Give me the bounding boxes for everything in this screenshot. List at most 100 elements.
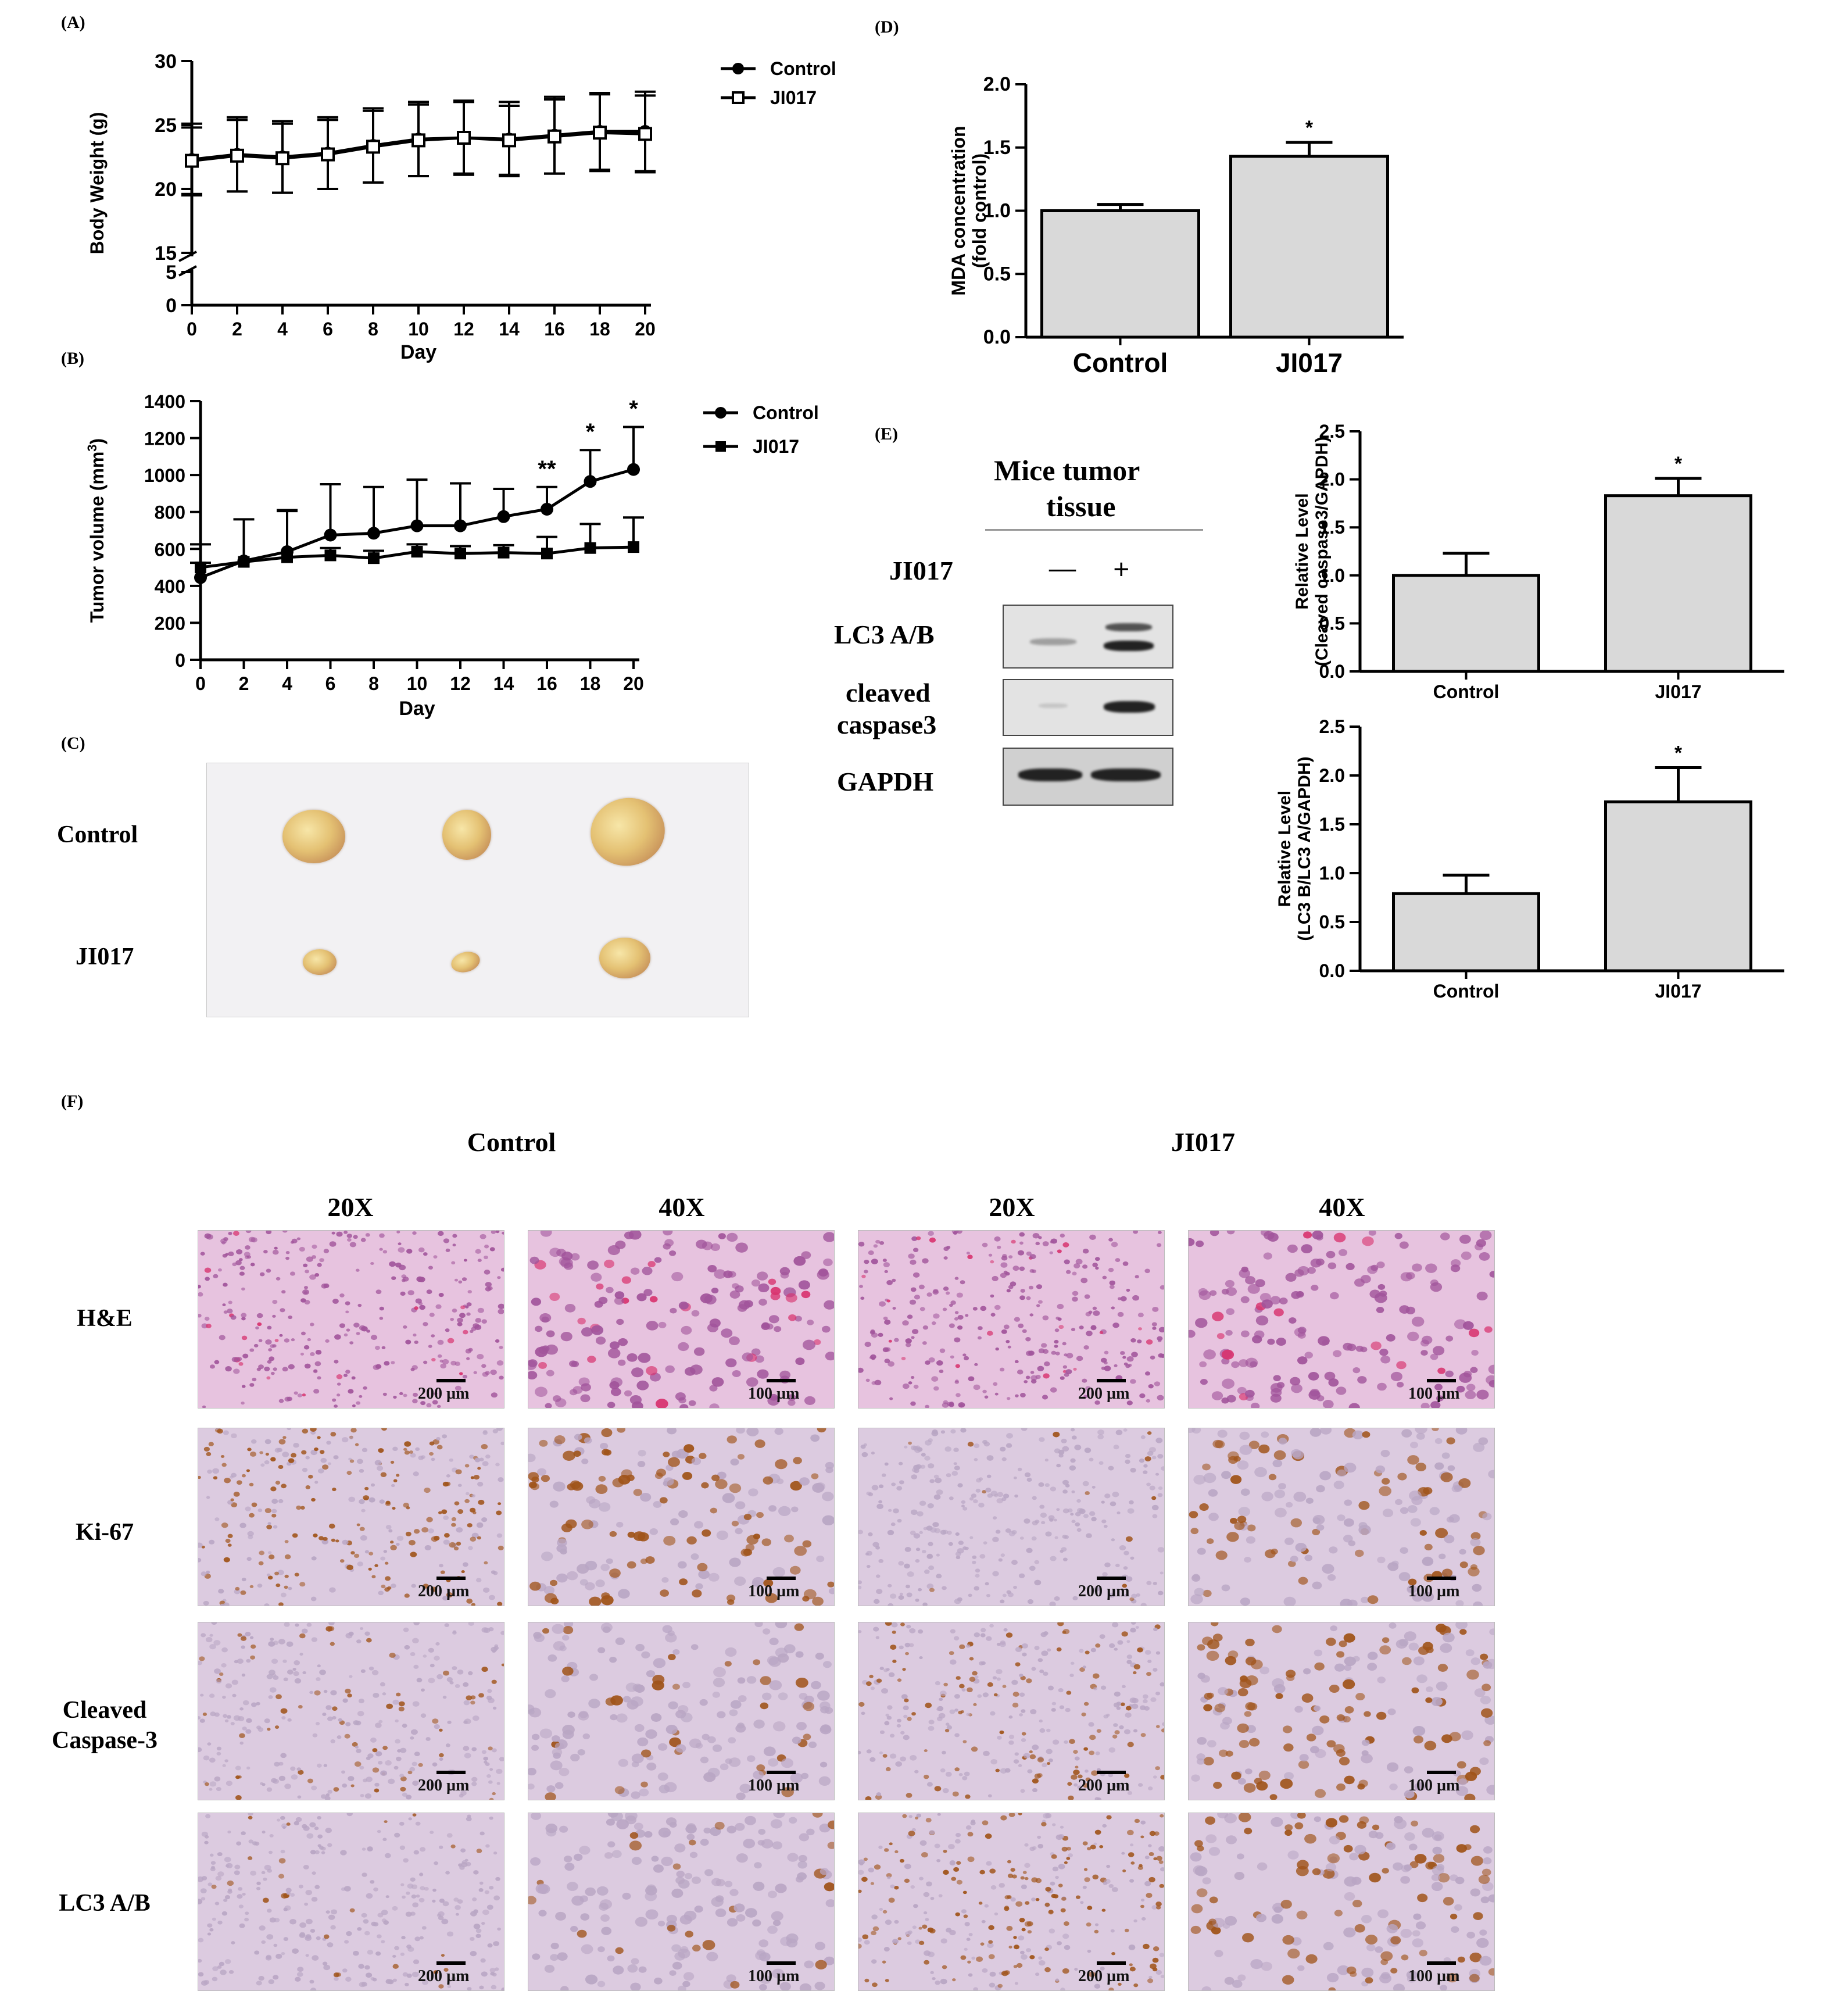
data-point — [502, 133, 516, 148]
y-axis-label: MDA concentration — [948, 126, 969, 295]
y-axis-label-2: (fold control) — [969, 153, 990, 268]
data-point — [498, 546, 510, 559]
blot-title-underline — [985, 529, 1203, 531]
scale-bar-label: 200 µm — [418, 1776, 470, 1795]
x-tick-label: JI017 — [1655, 681, 1701, 702]
body-weight-line-chart: 15 20 25 30 0 5 0 2 4 6 8 10 12 14 16 18 20 Day Body Weigh… — [87, 51, 836, 363]
axis-break-mark — [178, 251, 197, 262]
data-point — [324, 549, 337, 562]
histology-image: 200 µm — [858, 1813, 1165, 1991]
data-point — [275, 151, 289, 166]
blot-plus-sign: + — [1113, 553, 1130, 585]
tissue-texture — [1191, 1622, 1494, 1800]
scale-bar — [767, 1379, 796, 1382]
x-tick-label: 16 — [544, 319, 565, 339]
data-point — [411, 133, 425, 148]
histology-image: 100 µm — [528, 1813, 835, 1991]
y-tick-label: 0.0 — [983, 326, 1011, 348]
legend-marker — [715, 441, 726, 452]
x-tick-label: 0 — [195, 673, 206, 694]
tissue-texture — [198, 1428, 504, 1606]
y-tick-label: 2.5 — [1319, 716, 1345, 737]
scale-bar — [436, 1961, 466, 1965]
blot-band — [1104, 701, 1155, 713]
x-tick-label: 2 — [232, 319, 242, 339]
data-point — [195, 562, 206, 574]
scale-bar — [1097, 1577, 1126, 1580]
data-point — [497, 510, 510, 523]
legend-label: Control — [753, 402, 819, 423]
mda-bar-chart: 0.0 0.5 1.0 1.5 2.0 Control JI017 * MDA concentr… — [948, 73, 1404, 378]
data-point — [454, 519, 467, 532]
photo-row-label-control: Control — [57, 821, 138, 848]
data-point — [366, 140, 380, 154]
y-axis-label: Body Weight (g) — [87, 112, 108, 255]
x-tick-label: 6 — [325, 673, 336, 694]
row-label-cleaved: Cleaved — [62, 1697, 147, 1724]
histology-image: 200 µm — [198, 1622, 504, 1800]
y-tick-label: 2.0 — [1319, 765, 1345, 786]
tumor-volume-line-chart: 0 200 400 600 800 1000 1200 1400 0 2 4 6 8 10 12 14 16 18… — [85, 391, 819, 720]
blot-gapdh — [1003, 748, 1173, 806]
scale-bar-label: 100 µm — [748, 1385, 800, 1403]
data-point — [584, 475, 597, 488]
panel-label-e: (E) — [875, 424, 898, 444]
y-tick-label: 20 — [155, 178, 177, 201]
blot-band — [1105, 623, 1152, 631]
panel-label-f: (F) — [61, 1092, 84, 1111]
data-point — [230, 148, 244, 163]
scale-bar — [767, 1961, 796, 1965]
x-tick-label: 4 — [282, 673, 292, 694]
tissue-texture — [858, 1428, 1164, 1606]
tissue-texture — [858, 1813, 1164, 1990]
scale-bar — [436, 1379, 466, 1382]
data-point — [541, 502, 553, 516]
y-tick-label: 0.5 — [1319, 613, 1345, 634]
tissue-texture — [1189, 1428, 1494, 1606]
panel-label-d: (D) — [875, 17, 899, 37]
y-axis-label-2: (LC3 B/LC3 A/GAPDH) — [1295, 756, 1314, 941]
histology-image: 200 µm — [198, 1230, 504, 1409]
y-tick-label: 1400 — [144, 391, 185, 412]
data-point — [457, 131, 471, 145]
tumor-ji017-3 — [599, 938, 650, 978]
bar-ji017 — [1604, 494, 1752, 673]
scale-bar — [1097, 1771, 1126, 1774]
blot-title-line2: tissue — [1046, 490, 1116, 523]
scale-bar — [1427, 1379, 1456, 1382]
data-point — [541, 548, 553, 560]
significance-mark: * — [1674, 453, 1683, 475]
tissue-texture — [1189, 1231, 1494, 1408]
blot-band — [1030, 638, 1076, 645]
data-point — [194, 571, 207, 584]
y-tick-label: 2.0 — [1319, 469, 1345, 490]
data-point — [584, 542, 596, 554]
y-tick-label: 0 — [175, 650, 185, 671]
lc3-bar-chart: 0.0 0.5 1.0 1.5 2.0 2.5 Control JI017 * Relative … — [1275, 716, 1784, 1002]
scale-bar-label: 200 µm — [1078, 1385, 1130, 1403]
x-axis-label: Day — [400, 341, 436, 363]
y-tick-label: 1.0 — [1319, 565, 1345, 586]
scale-bar-label: 200 µm — [418, 1385, 470, 1403]
data-point — [548, 129, 561, 144]
scale-bar — [436, 1771, 466, 1774]
significance-mark: * — [1305, 117, 1314, 139]
scale-bar-label: 200 µm — [1078, 1967, 1130, 1985]
scale-bar-label: 100 µm — [1408, 1776, 1460, 1795]
x-tick-label: Control — [1433, 981, 1500, 1002]
x-tick-label: JI017 — [1276, 348, 1343, 378]
tumor-ji017-1 — [303, 949, 337, 975]
data-point — [628, 541, 639, 553]
legend-label: JI017 — [753, 436, 799, 457]
tissue-texture — [528, 1231, 834, 1408]
bar-control — [1040, 209, 1200, 339]
group-label-ji017: JI017 — [1171, 1127, 1235, 1157]
x-tick-label: 12 — [450, 673, 471, 694]
x-tick-label: Control — [1433, 681, 1500, 702]
scale-bar-label: 200 µm — [1078, 1582, 1130, 1600]
x-tick-label: 8 — [368, 673, 379, 694]
bar-ji017 — [1604, 800, 1752, 973]
data-point — [638, 127, 652, 141]
y-tick-label: 0.0 — [1319, 960, 1345, 981]
significance-mark: * — [586, 419, 595, 445]
